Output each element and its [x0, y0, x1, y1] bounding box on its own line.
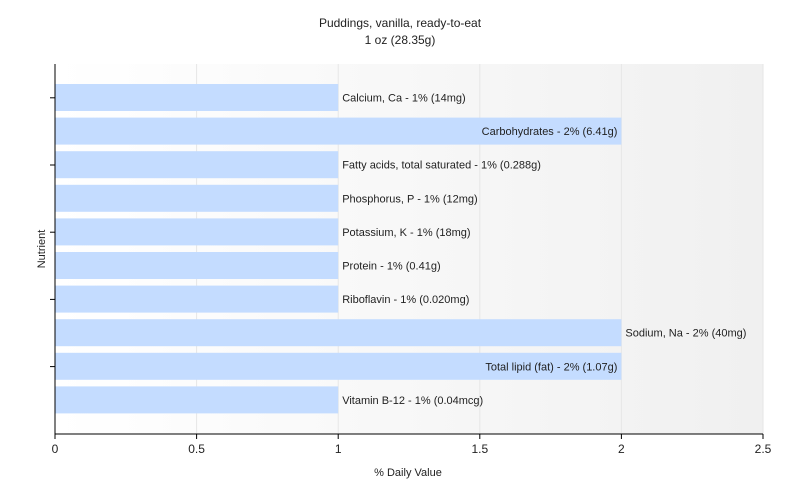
bar: [55, 218, 339, 246]
bar-label: Fatty acids, total saturated - 1% (0.288…: [342, 160, 541, 172]
x-tick-label: 0: [52, 442, 59, 456]
bar-label: Carbohydrates - 2% (6.41g): [482, 126, 618, 138]
x-tick-label: 2.5: [755, 442, 772, 456]
bar: [55, 151, 339, 179]
x-axis-label: % Daily Value: [374, 467, 442, 479]
bar-label: Phosphorus, P - 1% (12mg): [342, 193, 478, 205]
bar-label: Calcium, Ca - 1% (14mg): [342, 93, 465, 105]
bar: [55, 252, 339, 279]
bar-label: Vitamin B-12 - 1% (0.04mcg): [342, 395, 483, 407]
bar-label: Riboflavin - 1% (0.020mg): [342, 294, 469, 306]
bar-label: Sodium, Na - 2% (40mg): [625, 328, 746, 340]
bar-label: Total lipid (fat) - 2% (1.07g): [485, 361, 617, 373]
bar: [55, 184, 339, 212]
bar: [55, 319, 622, 347]
bar: [55, 386, 339, 414]
plot-area: Calcium, Ca - 1% (14mg) Carbohydrates - 2…: [50, 64, 772, 456]
x-tick-label: 1: [335, 442, 342, 456]
bar: [55, 117, 622, 145]
y-axis-label: Nutrient: [36, 230, 48, 269]
chart-subtitle: 1 oz (28.35g): [365, 33, 436, 47]
x-tick-label: 0.5: [188, 442, 205, 456]
x-tick-label: 1.5: [471, 442, 488, 456]
bar-label: Potassium, K - 1% (18mg): [342, 227, 470, 239]
bar-label: Protein - 1% (0.41g): [342, 261, 440, 273]
chart-title: Puddings, vanilla, ready-to-eat: [319, 16, 482, 30]
bar: [55, 84, 339, 111]
x-tick-label: 2: [618, 442, 625, 456]
bar: [55, 285, 339, 313]
bar: [55, 352, 622, 380]
